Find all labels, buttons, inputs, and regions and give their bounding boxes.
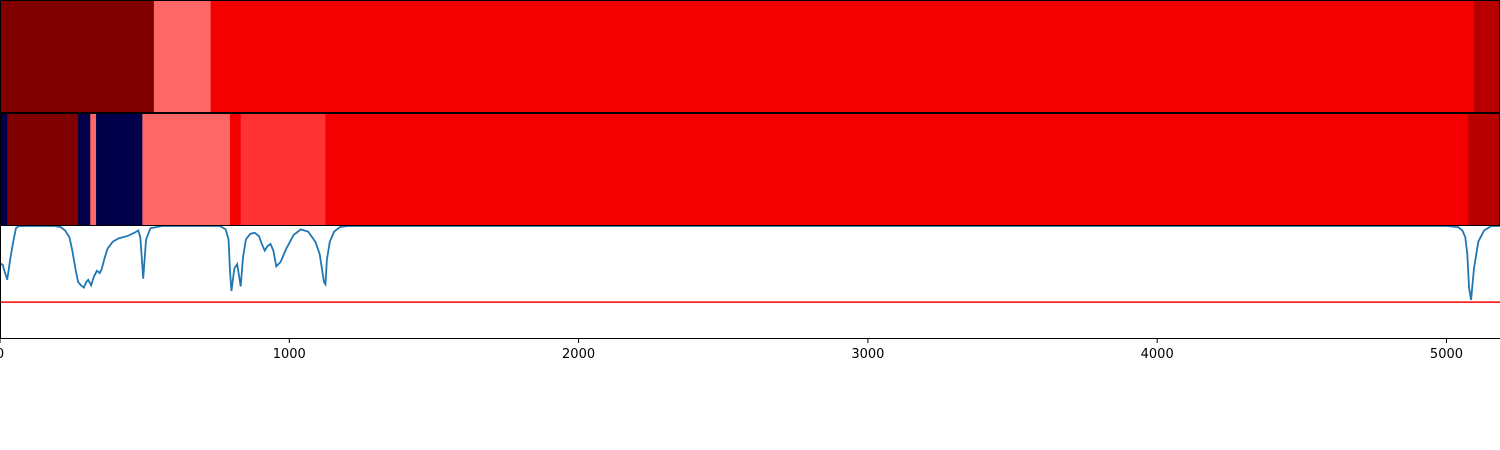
heatmap-segment: [1468, 114, 1500, 225]
heatmap-segment: [229, 114, 242, 225]
heatmap-segment: [0, 114, 8, 225]
heatmap-segment: [142, 114, 231, 225]
x-axis: 0 1000 2000 3000 4000 5000: [0, 338, 1463, 362]
x-tick-label: 1000: [273, 347, 306, 362]
line-plot-background: [0, 226, 1500, 338]
x-tick-label: 3000: [851, 347, 884, 362]
heatmap-segment: [153, 1, 212, 112]
heatmap-segment: [210, 1, 1475, 112]
heatmap-segment: [96, 114, 143, 225]
line-plot: [0, 225, 1500, 338]
heatmap-segment: [7, 114, 79, 225]
x-tick-label: 4000: [1141, 347, 1174, 362]
x-tick-label: 2000: [562, 347, 595, 362]
heatmap-segment: [240, 114, 326, 225]
heatmap-segment: [325, 114, 1469, 225]
x-tick-label: 0: [0, 347, 4, 362]
heatmap-track-1: [0, 1, 1500, 112]
heatmap-track-2: [0, 114, 1500, 225]
heatmap-segment: [78, 114, 91, 225]
heatmap-segment: [90, 114, 97, 225]
heatmap-segment: [1473, 1, 1500, 112]
x-tick-label: 5000: [1430, 347, 1463, 362]
heatmap-segment: [0, 1, 155, 112]
